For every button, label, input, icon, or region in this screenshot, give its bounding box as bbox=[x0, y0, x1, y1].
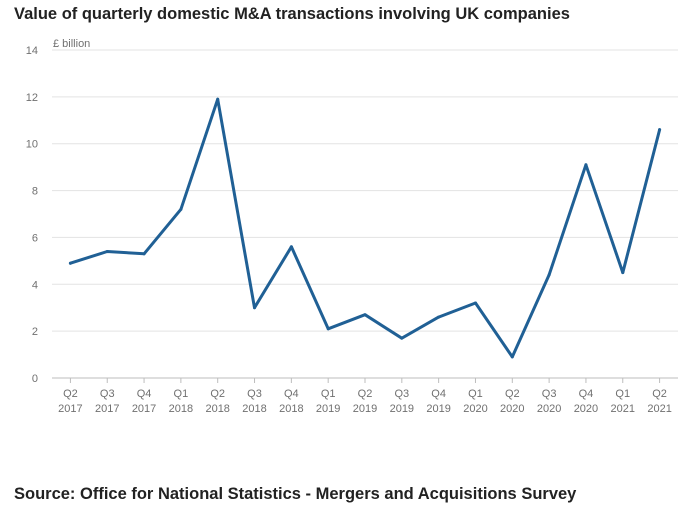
data-point bbox=[473, 301, 477, 305]
x-tick-label-year: 2019 bbox=[390, 403, 414, 415]
x-tick-label-quarter: Q1 bbox=[174, 388, 189, 400]
x-tick-label-quarter: Q1 bbox=[321, 388, 336, 400]
x-axis: Q2 2017 Q3 2017 Q4 2017 Q1 2018 Q2 2018 Q3 2018 Q4 20… bbox=[58, 378, 672, 415]
x-tick-label-year: 2020 bbox=[463, 403, 487, 415]
chart-title: Value of quarterly domestic M&A transact… bbox=[14, 5, 570, 23]
y-tick-label: 2 bbox=[32, 326, 38, 338]
x-tick-label-year: 2020 bbox=[500, 403, 524, 415]
x-tick-label-quarter: Q3 bbox=[100, 388, 115, 400]
x-tick-label-quarter: Q4 bbox=[284, 388, 299, 400]
x-tick-label-year: 2018 bbox=[205, 403, 229, 415]
x-tick-label-quarter: Q2 bbox=[652, 388, 667, 400]
y-tick-label: 12 bbox=[26, 92, 38, 104]
x-tick-label-year: 2018 bbox=[242, 403, 266, 415]
x-tick-label-quarter: Q4 bbox=[137, 388, 152, 400]
data-point bbox=[658, 128, 662, 132]
data-point bbox=[68, 261, 72, 265]
x-tick-label-year: 2019 bbox=[316, 403, 340, 415]
y-tick-label: 4 bbox=[32, 279, 38, 291]
series-line bbox=[68, 97, 662, 359]
data-point bbox=[621, 271, 625, 275]
x-tick-label-quarter: Q2 bbox=[505, 388, 520, 400]
x-tick-label-quarter: Q4 bbox=[579, 388, 594, 400]
y-tick-label: 8 bbox=[32, 186, 38, 198]
x-tick-label-year: 2020 bbox=[574, 403, 598, 415]
y-tick-label: 0 bbox=[32, 373, 38, 385]
data-point bbox=[547, 273, 551, 277]
x-tick-label-year: 2017 bbox=[58, 403, 82, 415]
x-tick-label-quarter: Q3 bbox=[394, 388, 409, 400]
gridlines bbox=[52, 49, 678, 379]
data-point bbox=[326, 327, 330, 331]
series-group bbox=[68, 97, 662, 359]
x-tick-label-year: 2021 bbox=[611, 403, 635, 415]
data-point bbox=[584, 163, 588, 167]
data-point bbox=[105, 249, 109, 253]
x-tick-label-quarter: Q4 bbox=[431, 388, 446, 400]
data-point bbox=[179, 207, 183, 211]
x-tick-label-year: 2019 bbox=[426, 403, 450, 415]
x-tick-label-quarter: Q2 bbox=[63, 388, 78, 400]
data-point bbox=[363, 313, 367, 317]
data-point bbox=[216, 97, 220, 101]
x-tick-label-year: 2020 bbox=[537, 403, 561, 415]
x-tick-label-year: 2021 bbox=[647, 403, 671, 415]
x-tick-label-year: 2018 bbox=[279, 403, 303, 415]
data-point bbox=[400, 336, 404, 340]
x-tick-label-year: 2019 bbox=[353, 403, 377, 415]
y-tick-label: 10 bbox=[26, 139, 38, 151]
x-tick-label-quarter: Q2 bbox=[210, 388, 225, 400]
line-chart: 0 2 4 6 8 10 12 14 £ billion Q2 2017 Q3 2017 Q4 2017… bbox=[26, 38, 678, 415]
data-point bbox=[437, 315, 441, 319]
x-tick-label-year: 2017 bbox=[132, 403, 156, 415]
y-axis-unit-label: £ billion bbox=[53, 38, 90, 50]
x-tick-label-quarter: Q3 bbox=[542, 388, 557, 400]
x-tick-label-quarter: Q1 bbox=[468, 388, 483, 400]
data-point bbox=[142, 252, 146, 256]
x-tick-label-quarter: Q1 bbox=[615, 388, 630, 400]
y-tick-label: 6 bbox=[32, 232, 38, 244]
data-point bbox=[510, 355, 514, 359]
x-tick-label-quarter: Q2 bbox=[358, 388, 373, 400]
y-tick-label: 14 bbox=[26, 45, 38, 57]
data-point bbox=[253, 306, 257, 310]
data-point bbox=[289, 245, 293, 249]
x-tick-label-year: 2017 bbox=[95, 403, 119, 415]
source-note: Source: Office for National Statistics -… bbox=[14, 485, 577, 503]
y-axis: 0 2 4 6 8 10 12 14 bbox=[26, 45, 38, 385]
x-tick-label-year: 2018 bbox=[169, 403, 193, 415]
x-tick-label-quarter: Q3 bbox=[247, 388, 262, 400]
